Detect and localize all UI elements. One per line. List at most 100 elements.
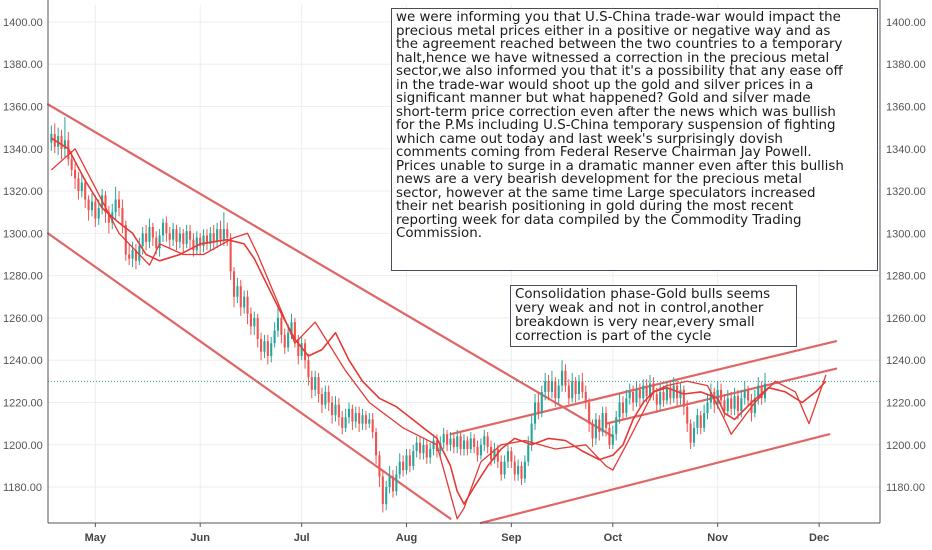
candle-body [665,387,668,401]
candle-body [635,389,638,403]
x-tick-label: Oct [604,532,623,544]
candle-body [547,381,550,392]
candle-body [422,444,425,454]
candle-body [87,199,90,211]
y-tick-label-right: 1380.00 [886,59,926,71]
note-line: we were informing you that U.S-China tra… [396,10,841,25]
candle-body [219,229,222,240]
note-line: reporting week for data compiled by the … [396,212,802,228]
candle-body [645,385,648,397]
y-tick-label-left: 1260.00 [3,313,43,325]
candle-body [226,229,229,238]
moving-average-line [50,137,827,505]
candle-body [679,389,682,399]
candle-body [63,140,66,149]
candle-body [70,159,73,170]
candle-body [760,385,763,399]
trendline [46,103,614,438]
candle-body [368,419,371,424]
candle-body [740,398,743,411]
candle-body [161,222,165,236]
y-tick-label-right: 1360.00 [886,101,926,113]
candle-body [598,419,601,433]
candle-body [642,385,645,399]
candle-body [158,235,161,249]
candle-body [618,402,621,418]
y-tick-label-right: 1280.00 [886,271,926,283]
candle-body [391,476,395,492]
candle-body [287,332,290,348]
trendline [479,433,831,525]
candle-body [236,286,239,297]
note-line: for the P.Ms including U.S-China tempora… [396,118,836,133]
candle-body [243,296,246,308]
y-tick-label-right: 1300.00 [886,228,926,240]
candle-body [178,233,181,242]
y-tick-label-left: 1240.00 [3,355,43,367]
candle-body [131,250,134,259]
candle-body [337,404,340,418]
note-line: their net bearish positioning in gold du… [396,199,794,214]
candle-body [347,408,351,418]
candle-body [107,212,110,223]
candle-body [517,465,520,475]
candle-body [192,239,195,251]
y-tick-label-left: 1280.00 [3,271,43,283]
candle-body [290,322,293,333]
candle-body [608,427,611,445]
candle-body [615,417,618,435]
candle-body [344,417,347,428]
candle-body [182,233,185,244]
candle-body [314,377,317,390]
candle-body [429,449,432,458]
candle-body [270,343,273,356]
note-line: Prices unable to surge in a dramatic man… [396,158,844,174]
candle-body [459,436,462,449]
candle-body [195,237,198,251]
candle-body [155,237,158,249]
candle-body [145,233,148,242]
note-line: precious metal prices either in a positi… [396,23,831,39]
candle-body [716,389,719,405]
candle-body [351,408,354,422]
candle-body [743,389,746,399]
candle-body [232,271,236,297]
candle-body [544,381,547,392]
candle-body [466,440,469,449]
candle-body [554,381,557,399]
candle-body [260,339,263,352]
candle-body [134,250,137,261]
candle-body [168,233,171,240]
candle-body [506,451,510,462]
candle-body [611,434,614,445]
candle-body [97,207,100,219]
candle-body [104,195,107,213]
note-line: significant manner but what happened? Go… [396,91,811,106]
y-tick-label-right: 1320.00 [886,186,926,198]
x-tick-label: May [85,532,107,544]
candle-body [692,427,696,443]
candle-body [331,402,334,416]
candlesticks [50,117,767,513]
candle-body [415,442,418,452]
candle-body [249,313,252,327]
candle-body [733,396,736,409]
note-line: breakdown is very near,every small [515,315,755,330]
candle-body [446,434,449,445]
candle-body [222,229,225,240]
candle-body [621,402,625,414]
candle-body [405,455,408,471]
candle-body [452,438,455,447]
candle-body [253,317,256,327]
candle-body [358,413,361,424]
candle-body [212,233,215,242]
candle-body [605,413,608,428]
candle-body [388,476,391,488]
candle-body [199,237,202,247]
candle-body [550,381,553,392]
candle-body [148,227,151,242]
candle-body [432,440,435,449]
candle-body [456,436,459,447]
y-tick-label-left: 1200.00 [3,440,43,452]
